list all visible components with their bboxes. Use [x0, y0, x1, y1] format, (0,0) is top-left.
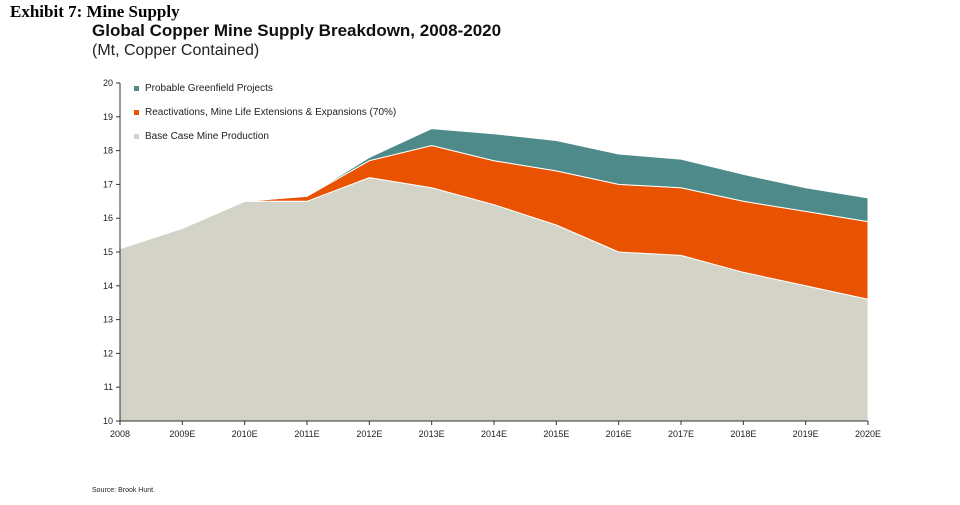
- y-tick-label: 20: [103, 78, 113, 88]
- y-tick-label: 16: [103, 213, 113, 223]
- y-tick-label: 15: [103, 247, 113, 257]
- x-tick-label: 2017E: [668, 429, 694, 439]
- chart-title: Global Copper Mine Supply Breakdown, 200…: [92, 21, 502, 40]
- legend-swatch: [134, 134, 139, 139]
- x-tick-label: 2016E: [606, 429, 632, 439]
- y-tick-label: 18: [103, 146, 113, 156]
- legend-swatch: [134, 86, 139, 91]
- exhibit-title: Exhibit 7: Mine Supply: [10, 2, 180, 21]
- source-note: Source: Brook Hunt.: [92, 487, 156, 494]
- x-tick-label: 2015E: [543, 429, 569, 439]
- y-tick-label: 11: [104, 382, 113, 392]
- x-tick-label: 2020E: [855, 429, 881, 439]
- x-tick-label: 2014E: [481, 429, 507, 439]
- legend: Probable Greenfield Projects Reactivation…: [134, 83, 396, 142]
- legend-label: Base Case Mine Production: [145, 131, 269, 142]
- axes-group: 10 11 12 13 14 15 16 17 18 19 20 2008 2009E 2010E 2011…: [103, 78, 881, 439]
- legend-label: Probable Greenfield Projects: [145, 83, 273, 94]
- y-tick-label: 13: [103, 315, 113, 325]
- area-series-group: [119, 128, 869, 422]
- x-tick-label: 2010E: [232, 429, 258, 439]
- legend-label: Reactivations, Mine Life Extensions & Ex…: [145, 107, 396, 118]
- y-tick-label: 10: [103, 416, 113, 426]
- legend-swatch: [134, 110, 139, 115]
- x-tick-label: 2018E: [730, 429, 756, 439]
- y-tick-label: 19: [103, 112, 113, 122]
- x-tick-label: 2012E: [356, 429, 382, 439]
- chart-subtitle: (Mt, Copper Contained): [92, 42, 260, 59]
- x-tick-label: 2008: [110, 429, 130, 439]
- x-tick-label: 2011E: [294, 429, 319, 439]
- x-tick-label: 2019E: [793, 429, 819, 439]
- area-probable-greenfield-projects: [119, 128, 869, 250]
- y-tick-label: 12: [103, 348, 113, 358]
- x-tick-label: 2009E: [169, 429, 195, 439]
- x-tick-label: 2013E: [419, 429, 445, 439]
- y-tick-label: 17: [103, 179, 113, 189]
- y-tick-label: 14: [103, 281, 113, 291]
